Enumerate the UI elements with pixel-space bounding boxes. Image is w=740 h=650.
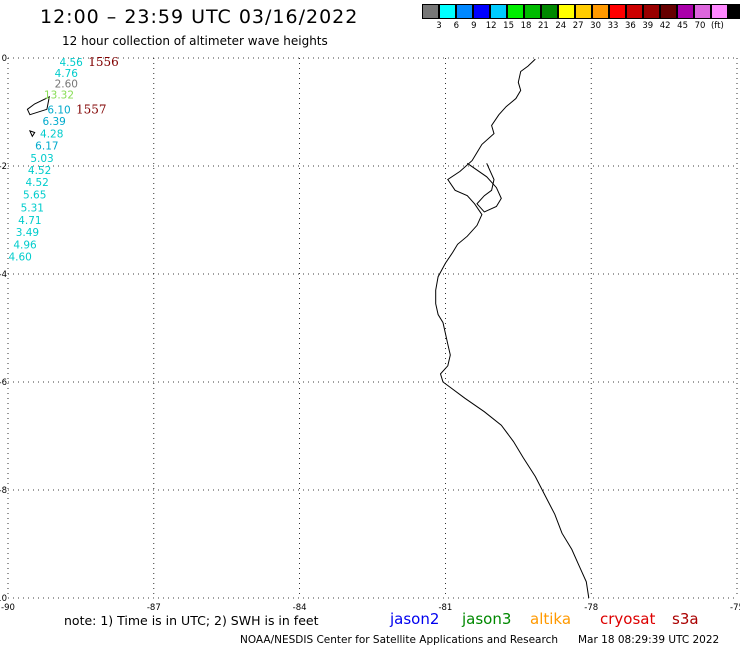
- wave-height-label: 5.31: [21, 203, 44, 215]
- wave-height-label: 6.39: [42, 116, 65, 128]
- legend-swatch: [575, 4, 592, 19]
- wave-height-label: 4.96: [13, 239, 37, 251]
- island-outline: [28, 130, 36, 138]
- legend-label: 39: [642, 21, 654, 31]
- lat-tick-label: 0: [2, 54, 7, 64]
- track-time-label: 1556: [88, 55, 119, 69]
- wave-height-label: 4.71: [18, 215, 41, 227]
- legend-swatch: [643, 4, 660, 19]
- lon-tick-label: -87: [147, 603, 161, 613]
- legend-label: 9: [471, 21, 477, 31]
- legend-swatch: [507, 4, 524, 19]
- legend-label: 45: [677, 21, 689, 31]
- legend-swatch: [626, 4, 643, 19]
- credit-org: NOAA/NESDIS Center for Satellite Applica…: [240, 634, 558, 646]
- legend-label: 36: [624, 21, 636, 31]
- legend-label: (ft): [710, 21, 724, 31]
- island-outline: [26, 96, 50, 116]
- wave-height-label: 6.17: [35, 140, 58, 152]
- satellite-label-altika: altika: [530, 610, 572, 628]
- legend-swatch: [541, 4, 558, 19]
- color-legend: 3 6 9 12 15 18 21 24 27 30 33 36 39 42 45 70 (ft): [422, 4, 740, 31]
- satellite-label-jason3: jason3: [462, 610, 512, 628]
- legend-label: 24: [555, 21, 567, 31]
- legend-label: 33: [607, 21, 619, 31]
- wave-height-label: 4.56: [59, 57, 83, 69]
- legend-swatch: [609, 4, 626, 19]
- legend-label: 27: [572, 21, 584, 31]
- wave-height-label: 5.65: [23, 190, 46, 202]
- lat-tick-label: -4: [0, 270, 7, 280]
- wave-height-label: 4.60: [8, 252, 31, 264]
- legend-swatch: [456, 4, 473, 19]
- legend-swatch: [728, 4, 740, 19]
- satellite-label-cryosat: cryosat: [600, 610, 656, 628]
- legend-label: 3: [436, 21, 442, 31]
- wave-height-label: 5.03: [30, 153, 53, 165]
- legend-swatch: [558, 4, 575, 19]
- legend-swatch: [490, 4, 507, 19]
- legend-swatch: [592, 4, 609, 19]
- map-subtitle: 12 hour collection of altimeter wave hei…: [62, 34, 328, 48]
- legend-label: 12: [485, 21, 497, 31]
- legend-swatch: [524, 4, 541, 19]
- legend-swatch: [711, 4, 728, 19]
- legend-label: 70: [694, 21, 706, 31]
- wave-height-label: 2.60: [55, 78, 78, 90]
- wave-height-label: 4.76: [55, 68, 79, 80]
- lon-tick-label: -90: [1, 603, 15, 613]
- gulf-coastline: [467, 162, 502, 213]
- legend-swatch: [439, 4, 456, 19]
- wave-height-label: 4.52: [28, 165, 51, 177]
- lat-tick-label: -8: [0, 486, 7, 496]
- map-title: 12:00 – 23:59 UTC 03/16/2022: [40, 6, 359, 28]
- lat-tick-label: -2: [0, 162, 7, 172]
- credit-date: Mar 18 08:29:39 UTC 2022: [578, 634, 720, 646]
- legend-labels: 3 6 9 12 15 18 21 24 27 30 33 36 39 42 45 70 (ft): [422, 19, 740, 31]
- legend-swatches: [422, 4, 740, 19]
- satellite-label-jason2: jason2: [390, 610, 440, 628]
- legend-label: 15: [503, 21, 515, 31]
- note-text: note: 1) Time is in UTC; 2) SWH is in fe…: [64, 613, 319, 628]
- legend-swatch: [677, 4, 694, 19]
- wave-height-label: 4.28: [40, 129, 63, 141]
- wave-height-label: 6.10: [47, 104, 70, 116]
- lon-tick-label: -78: [584, 603, 598, 613]
- wave-height-label: 3.49: [16, 227, 39, 239]
- legend-label: 18: [520, 21, 532, 31]
- legend-label: 6: [453, 21, 460, 31]
- legend-swatch: [473, 4, 490, 19]
- lon-tick-label: -75: [730, 603, 740, 613]
- legend-label: 42: [659, 21, 671, 31]
- legend-label: 21: [537, 21, 549, 31]
- satellite-label-s3a: s3a: [672, 610, 699, 628]
- wave-height-label: 13.32: [44, 90, 74, 102]
- coastline: [435, 58, 590, 599]
- lon-tick-label: -81: [438, 603, 452, 613]
- credit-line: NOAA/NESDIS Center for Satellite Applica…: [240, 634, 719, 646]
- lat-tick-label: -10: [0, 594, 7, 604]
- legend-swatch: [694, 4, 711, 19]
- legend-swatch: [660, 4, 677, 19]
- legend-label: 30: [590, 21, 602, 31]
- track-time-label: 1557: [76, 102, 107, 116]
- legend-swatch: [422, 4, 439, 19]
- lat-tick-label: -6: [0, 378, 7, 388]
- lon-tick-label: -84: [293, 603, 307, 613]
- wave-height-label: 4.52: [25, 177, 48, 189]
